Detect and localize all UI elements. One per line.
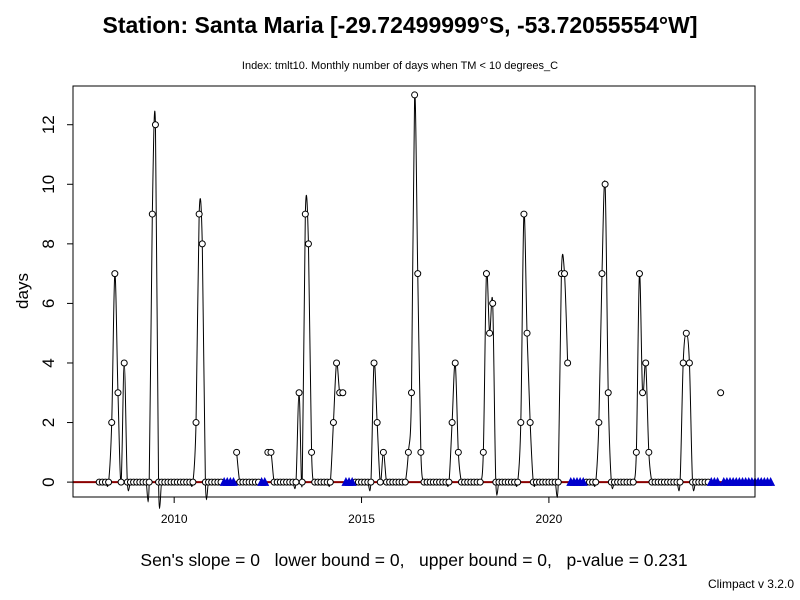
data-point: [367, 478, 375, 486]
data-point: [682, 329, 690, 337]
data-point: [111, 270, 119, 278]
data-point: [295, 389, 303, 397]
data-point: [376, 478, 384, 486]
data-point: [267, 448, 275, 456]
data-point: [195, 210, 203, 218]
data-point: [514, 478, 522, 486]
data-point: [604, 389, 612, 397]
data-point: [192, 419, 200, 427]
data-point: [482, 270, 490, 278]
chart-subtitle: Index: tmlt10. Monthly number of days wh…: [241, 60, 559, 72]
data-point: [486, 329, 494, 337]
data-point: [635, 270, 643, 278]
x-tick-label: 2020: [536, 512, 563, 526]
data-point: [326, 478, 334, 486]
y-axis-label: days: [13, 273, 32, 309]
data-point: [292, 478, 300, 486]
data-point: [198, 240, 206, 248]
y-tick-label: 2: [39, 418, 58, 427]
data-point: [632, 448, 640, 456]
data-point: [526, 419, 534, 427]
data-point: [370, 359, 378, 367]
data-point: [329, 419, 337, 427]
data-point: [717, 389, 725, 397]
y-tick-label: 4: [39, 358, 58, 367]
data-point: [523, 329, 531, 337]
data-point: [629, 478, 637, 486]
data-point: [414, 270, 422, 278]
data-point: [304, 240, 312, 248]
y-tick-label: 0: [39, 477, 58, 486]
y-tick-label: 8: [39, 239, 58, 248]
data-point: [308, 448, 316, 456]
data-points-group: [95, 91, 725, 486]
y-tick-label: 6: [39, 299, 58, 308]
data-point: [148, 210, 156, 218]
data-point: [448, 419, 456, 427]
series-line-segment-0: [99, 110, 222, 509]
missing-marker: [229, 476, 238, 486]
data-point: [298, 478, 306, 486]
data-point: [592, 478, 600, 486]
climpact-version: Climpact v 3.2.0: [707, 577, 794, 591]
data-point: [676, 478, 684, 486]
data-point: [479, 448, 487, 456]
missing-marker: [766, 476, 776, 486]
series-line-segment-2: [267, 194, 344, 490]
missing-marker: [713, 476, 723, 486]
data-point: [108, 419, 116, 427]
data-point: [451, 359, 459, 367]
data-point: [408, 389, 415, 397]
y-tick-label: 10: [39, 175, 58, 194]
data-point: [417, 448, 425, 456]
data-point: [411, 91, 419, 99]
series-line-segment-3: [355, 92, 569, 499]
series-line-group: [99, 92, 709, 509]
data-point: [645, 448, 653, 456]
chart-title: Station: Santa Maria [-29.72499999°S, -5…: [102, 12, 698, 38]
missing-marker: [347, 476, 357, 486]
data-point: [339, 389, 347, 397]
plot-frame: [72, 85, 756, 498]
data-point: [445, 478, 453, 486]
x-tick-label: 2010: [161, 512, 188, 526]
data-point: [595, 419, 603, 427]
data-point: [642, 359, 650, 367]
data-point: [598, 270, 606, 278]
data-point: [561, 270, 569, 278]
sens-slope-stats: Sen's slope = 0 lower bound = 0, upper b…: [140, 550, 688, 570]
data-point: [233, 448, 241, 456]
data-point: [373, 419, 381, 427]
data-point: [120, 359, 128, 367]
missing-marker: [578, 476, 588, 486]
data-point: [151, 121, 159, 129]
data-point: [489, 299, 497, 307]
x-tick-label: 2015: [348, 512, 375, 526]
data-point: [404, 448, 412, 456]
y-tick-label: 12: [39, 115, 58, 134]
data-point: [379, 448, 387, 456]
data-point: [520, 210, 528, 218]
data-point: [601, 180, 609, 188]
data-point: [685, 359, 693, 367]
data-point: [564, 359, 572, 367]
data-point: [517, 419, 525, 427]
data-point: [401, 478, 409, 486]
data-point: [105, 478, 113, 486]
series-line-segment-4: [586, 180, 709, 492]
missing-marker: [260, 476, 270, 486]
data-point: [333, 359, 341, 367]
data-point: [145, 478, 153, 486]
data-point: [679, 359, 687, 367]
data-point: [554, 478, 562, 486]
data-point: [189, 478, 197, 486]
axes-group: 2010 2015 2020 0 2 4 6 8 10 12: [39, 115, 563, 526]
data-point: [117, 478, 125, 486]
data-point: [476, 478, 484, 486]
data-point: [114, 389, 122, 397]
data-point: [454, 448, 462, 456]
data-point: [301, 210, 309, 218]
data-point: [639, 389, 647, 397]
